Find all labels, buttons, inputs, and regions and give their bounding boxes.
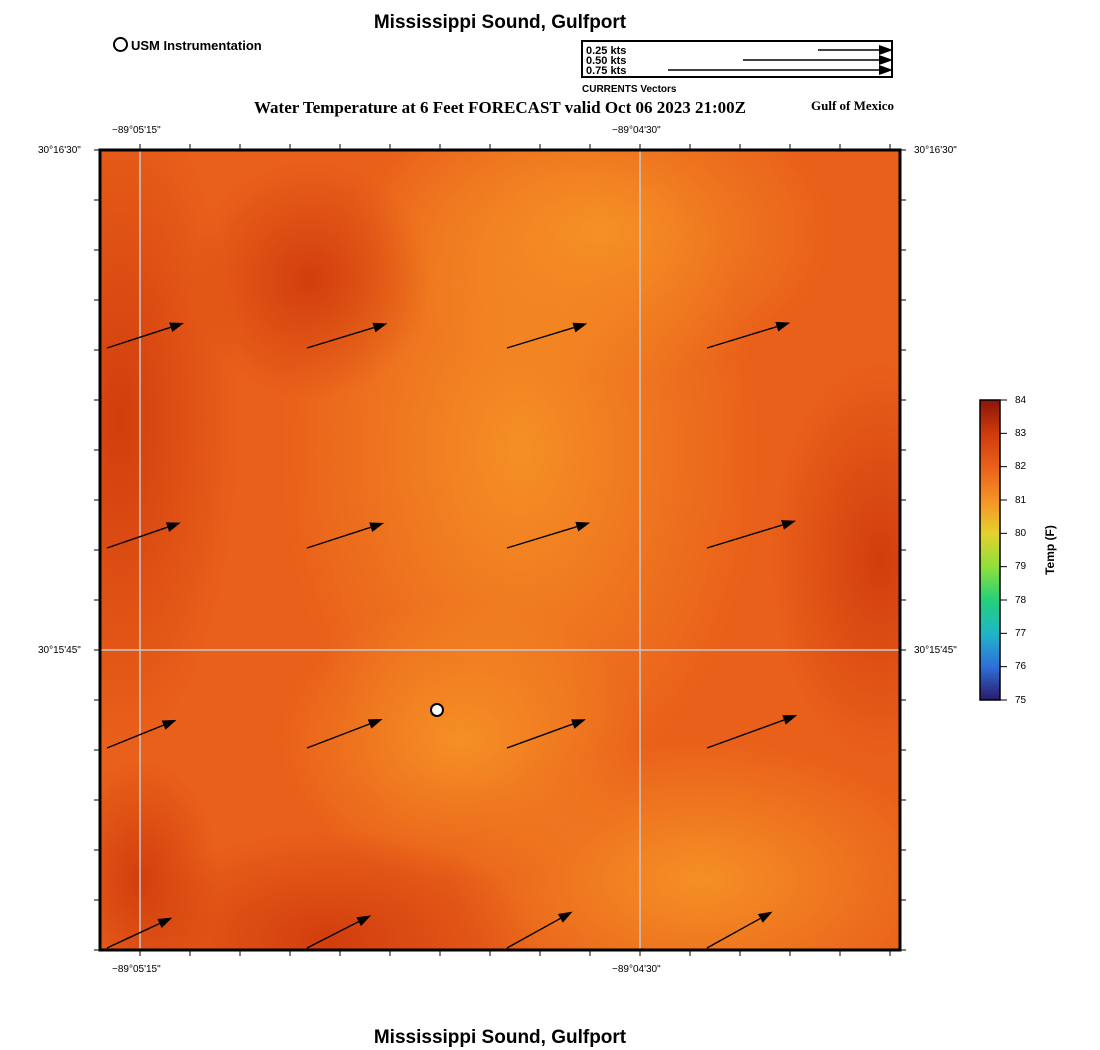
- colorbar-tick-82: 82: [1015, 461, 1027, 472]
- current-vector-shaft: [306, 723, 370, 749]
- current-vector-head: [369, 522, 385, 533]
- current-vector-head: [169, 322, 185, 333]
- vector-legend-label-2: 0.50 kts: [586, 55, 627, 67]
- lon-label-top-1: −89°05'15": [112, 125, 161, 136]
- map-ticks: [94, 144, 906, 956]
- vector-legend-title: CURRENTS Vectors: [582, 84, 677, 95]
- current-vector-shaft: [306, 326, 375, 349]
- station-legend-label: USM Instrumentation: [131, 38, 262, 53]
- vector-legend-label-1: 0.25 kts: [586, 45, 627, 57]
- current-vector-head: [781, 520, 796, 530]
- current-vector-head: [775, 321, 791, 332]
- current-vector-shaft: [706, 719, 785, 749]
- lat-label-left-2: 30°15'45": [38, 645, 81, 656]
- current-vector-head: [372, 322, 388, 333]
- colorbar-tick-83: 83: [1015, 428, 1027, 439]
- current-vector-head: [157, 917, 173, 929]
- colorbar-tick-77: 77: [1015, 628, 1027, 639]
- current-vector-head: [161, 719, 177, 730]
- current-vector-head: [575, 521, 591, 532]
- current-vector-shaft: [706, 917, 761, 949]
- current-vector-shaft: [106, 526, 168, 549]
- colorbar-tick-84: 84: [1015, 395, 1027, 406]
- current-vector-shaft: [106, 922, 160, 949]
- page-title: Mississippi Sound, Gulfport: [373, 12, 627, 33]
- region-label: Gulf of Mexico: [811, 98, 895, 113]
- colorbar-tick-75: 75: [1015, 695, 1027, 706]
- current-vector-shaft: [306, 921, 359, 949]
- legend-vector-head: [879, 55, 893, 65]
- vector-legend-arrows: [668, 45, 893, 75]
- lat-label-left-1: 30°16'30": [38, 145, 81, 156]
- current-vectors: [106, 321, 798, 949]
- station-legend: USM Instrumentation: [113, 37, 262, 53]
- colorbar-tick-81: 81: [1015, 495, 1027, 506]
- current-vector-head: [356, 915, 372, 927]
- colorbar-tick-76: 76: [1015, 661, 1027, 672]
- colorbar: [979, 399, 1007, 701]
- lon-label-bottom-1: −89°05'15": [112, 964, 161, 975]
- map-gridlines: [100, 150, 900, 950]
- vector-legend-label-3: 0.75 kts: [586, 65, 627, 77]
- current-vector-legend: 0.25 kts 0.50 kts 0.75 kts: [581, 40, 893, 78]
- colorbar-tick-80: 80: [1015, 528, 1027, 539]
- current-vector-head: [782, 715, 798, 725]
- station-marker-icon: [113, 37, 128, 52]
- lon-label-bottom-2: −89°04'30": [612, 964, 661, 975]
- colorbar-tick-79: 79: [1015, 561, 1027, 572]
- current-vector-shaft: [706, 325, 778, 349]
- current-vector-shaft: [506, 525, 578, 549]
- current-vector-shaft: [706, 524, 783, 549]
- current-vector-head: [367, 718, 383, 729]
- current-vector-shaft: [506, 723, 574, 749]
- current-vector-head: [557, 911, 573, 923]
- lat-label-right-1: 30°16'30": [914, 145, 957, 156]
- legend-vector-head: [879, 65, 893, 75]
- current-vector-shaft: [506, 326, 575, 349]
- colorbar-label: Temp (F): [1043, 525, 1057, 575]
- current-vector-head: [757, 911, 773, 923]
- lat-label-right-2: 30°15'45": [914, 645, 957, 656]
- temperature-field: [100, 150, 900, 950]
- colorbar-tick-78: 78: [1015, 595, 1027, 606]
- map-subtitle: Water Temperature at 6 Feet FORECAST val…: [253, 98, 747, 117]
- legend-vector-head: [879, 45, 893, 55]
- current-vector-shaft: [506, 917, 561, 949]
- footer-title: Mississippi Sound, Gulfport: [373, 1027, 627, 1048]
- current-vector-head: [572, 322, 588, 333]
- current-vector-shaft: [306, 526, 371, 549]
- current-vector-head: [165, 522, 181, 532]
- station-usm-instrumentation[interactable]: [430, 703, 444, 717]
- current-vector-head: [571, 719, 586, 729]
- current-vector-shaft: [106, 724, 164, 749]
- lon-label-top-2: −89°04'30": [612, 125, 661, 136]
- current-vector-shaft: [106, 326, 171, 349]
